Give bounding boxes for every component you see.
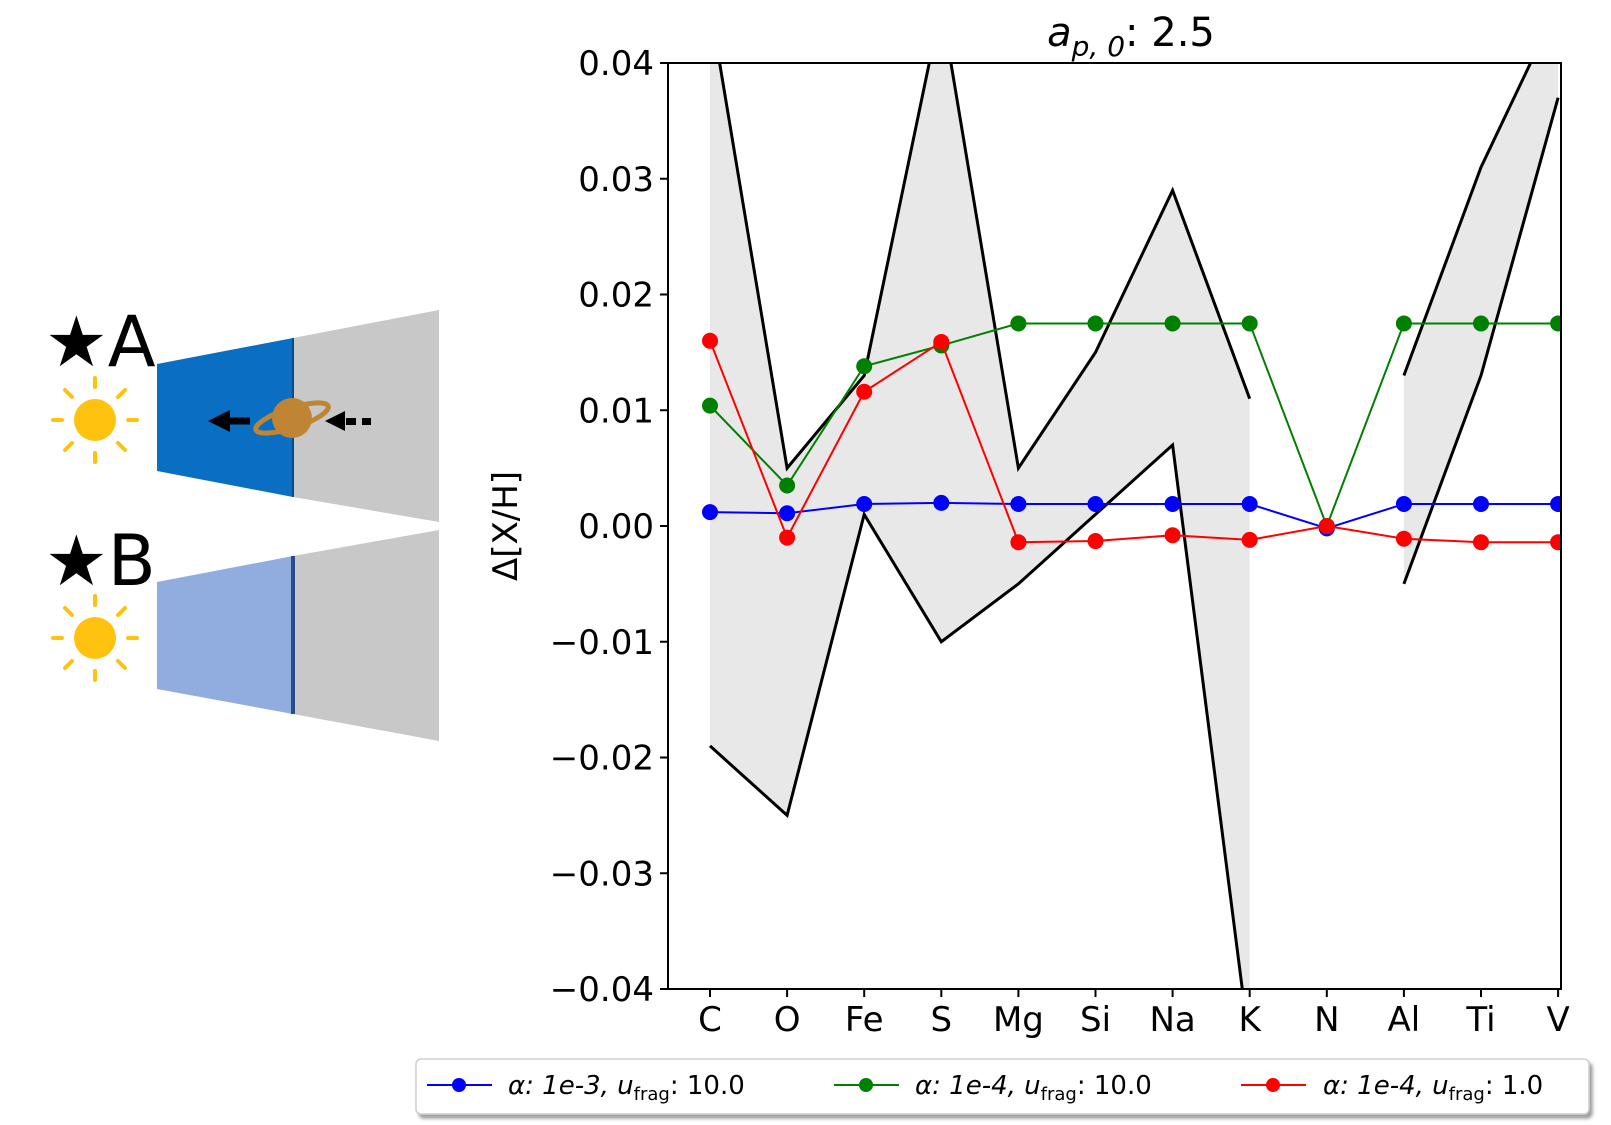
band-upper-line (1402, 63, 1533, 377)
migration-arrow-icon (208, 410, 250, 432)
y-tick-label: −0.01 (550, 623, 654, 663)
data-point (779, 505, 796, 522)
data-point (1087, 496, 1104, 513)
sun-icon (51, 594, 139, 682)
observed-band (708, 63, 1560, 989)
data-point (702, 504, 718, 521)
data-point (1473, 534, 1489, 551)
legend-label: α: 1e-3, ufrag: 10.0 (508, 1071, 745, 1105)
data-point (933, 494, 950, 511)
y-tick-label: −0.03 (550, 854, 654, 894)
band-lower-line (1402, 97, 1560, 585)
label-star-b: ★B (45, 520, 156, 602)
series-line (709, 501, 1559, 530)
legend-label: α: 1e-4, ufrag: 10.0 (915, 1071, 1152, 1105)
band-area (710, 63, 1250, 989)
data-point (702, 332, 718, 349)
legend: α: 1e-3, ufrag: 10.0 α: 1e-4, ufrag: 10.… (415, 1058, 1590, 1115)
schematic: ★A ★B (45, 301, 439, 741)
data-point (1010, 315, 1027, 332)
planet-icon (253, 398, 331, 438)
data-point (702, 397, 718, 414)
chart-title: ap, 0: 2.5 (1047, 10, 1215, 63)
disc-b-outer (293, 530, 439, 741)
disc-a-outer (293, 310, 439, 522)
data-point (1087, 315, 1104, 332)
y-tick-label: 0.01 (578, 391, 654, 431)
chart: ap, 0: 2.5 −0.04 −0.03 −0.02 −0.01 0.00 0.01 0… (415, 10, 1590, 1115)
data-point (856, 496, 873, 513)
data-point (1395, 315, 1412, 332)
series-line (709, 322, 1559, 529)
data-point (1395, 530, 1412, 547)
x-tick-label: Ti (1465, 1000, 1495, 1040)
x-tick-label: S (931, 1000, 953, 1040)
band-upper-line (718, 63, 1252, 473)
data-point (1241, 315, 1258, 332)
y-axis-label: Δ[X/H] (486, 471, 526, 581)
x-tick-label: K (1239, 1000, 1263, 1040)
data-point (856, 383, 873, 400)
x-tick-label: O (774, 1000, 801, 1040)
legend-label: α: 1e-4, ufrag: 1.0 (1323, 1071, 1543, 1105)
x-tick-label: Si (1080, 1000, 1111, 1040)
data-point (1010, 496, 1027, 513)
y-tick-label: −0.04 (550, 970, 654, 1010)
series-layer (702, 315, 1561, 551)
y-tick-label: 0.03 (578, 160, 654, 200)
data-point (1164, 527, 1181, 544)
series-line (709, 340, 1559, 544)
data-point (1241, 531, 1258, 548)
x-tick-label: Na (1149, 1000, 1195, 1040)
legend-item: α: 1e-4, ufrag: 10.0 (834, 1071, 1152, 1105)
data-point (779, 477, 796, 494)
data-point (1164, 496, 1181, 513)
disc-b-inner (157, 556, 293, 714)
data-point (856, 358, 873, 375)
y-tick-label: −0.02 (550, 739, 654, 779)
x-tick-label: Al (1388, 1000, 1421, 1040)
dashed-arrow-icon (325, 411, 371, 431)
data-point (779, 529, 796, 546)
legend-item: α: 1e-4, ufrag: 1.0 (1241, 1071, 1543, 1105)
x-axis: C O Fe S Mg Si Na K N Al Ti V (698, 989, 1570, 1040)
band-lower-line (708, 441, 1244, 989)
data-point (1087, 533, 1104, 550)
x-tick-label: Fe (845, 1000, 884, 1040)
x-tick-label: V (1546, 1000, 1569, 1040)
y-tick-label: 0.02 (578, 276, 654, 316)
y-tick-label: 0.00 (578, 507, 654, 547)
legend-item: α: 1e-3, ufrag: 10.0 (427, 1071, 745, 1105)
data-point (1550, 315, 1561, 332)
data-point (1395, 496, 1412, 513)
data-point (933, 333, 950, 350)
x-tick-label: N (1314, 1000, 1339, 1040)
sun-icon (51, 376, 139, 464)
data-point (1473, 315, 1489, 332)
data-point (1318, 518, 1335, 534)
y-tick-label: 0.04 (578, 44, 654, 84)
data-point (1550, 496, 1561, 513)
x-tick-label: Mg (993, 1000, 1044, 1040)
data-point (1550, 534, 1561, 551)
data-point (1473, 496, 1489, 513)
y-axis: −0.04 −0.03 −0.02 −0.01 0.00 0.01 0.02 0.03 0.04 (550, 44, 668, 1010)
data-point (1241, 496, 1258, 513)
data-point (1164, 315, 1181, 332)
label-star-a: ★A (45, 301, 156, 383)
data-point (1010, 534, 1027, 551)
x-tick-label: C (698, 1000, 722, 1040)
